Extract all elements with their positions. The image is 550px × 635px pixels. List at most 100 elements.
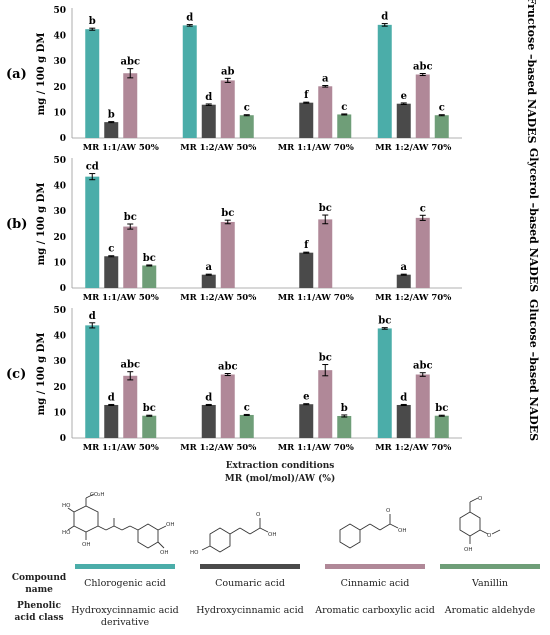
significance-label: c: [244, 402, 250, 413]
category-label: MR 1:2/AW 50%: [180, 293, 256, 303]
chart-panel-1: (a) mg / 100 g DM 0 10 20 30 40 50 Fructose –bas…: [6, 0, 538, 153]
significance-label: e: [303, 392, 309, 403]
svg-text:OH: OH: [166, 522, 174, 528]
cinnamic-swatch: [325, 564, 425, 569]
svg-text:OH: OH: [464, 547, 472, 553]
phenolic-class-chlorogenic: Hydroxycinnamic acid derivative: [71, 605, 179, 628]
y-tick-label: 20: [53, 83, 66, 93]
bar: [220, 374, 235, 438]
bar: [434, 415, 449, 438]
chart-panel-3: (c) mg / 100 g DM 0 10 20 30 40 50 Glucose –base…: [6, 299, 540, 453]
bar: [318, 370, 333, 438]
bar: [396, 404, 411, 438]
significance-label: d: [205, 92, 212, 103]
y-axis-title: mg / 100 g DM: [36, 183, 47, 266]
bar: [239, 115, 254, 138]
y-tick-label: 20: [53, 233, 66, 243]
significance-label: bc: [143, 253, 156, 264]
phenolic-class-row-label: Phenolic acid class: [14, 601, 64, 623]
significance-label: a: [206, 262, 213, 273]
category-label: MR 1:1/AW 50%: [83, 443, 159, 453]
bar: [104, 122, 119, 138]
bar: [104, 404, 119, 438]
bar: [299, 252, 314, 288]
compound-name-chlorogenic: Chlorogenic acid: [84, 578, 166, 589]
significance-label: b: [341, 403, 348, 414]
coumaric-swatch: [200, 564, 300, 569]
significance-label: bc: [319, 203, 332, 214]
y-tick-label: 50: [53, 6, 66, 16]
bar: [415, 74, 430, 138]
bar: [434, 115, 449, 138]
y-tick-label: 10: [53, 258, 66, 268]
significance-label: a: [322, 74, 329, 85]
significance-label: bc: [378, 316, 391, 327]
category-label: MR 1:1/AW 70%: [278, 443, 354, 453]
y-tick-label: 50: [53, 306, 66, 316]
category-label: MR 1:1/AW 50%: [83, 143, 159, 153]
y-tick-label: 0: [60, 434, 66, 444]
significance-label: abc: [120, 360, 140, 371]
bar: [220, 221, 235, 288]
chlorogenic-swatch: [75, 564, 175, 569]
bar: [201, 274, 216, 288]
panel-label: (b): [6, 217, 27, 232]
svg-text:OH: OH: [268, 532, 276, 538]
side-title: Glycerol –based NADES: [527, 148, 540, 292]
bar: [377, 328, 392, 438]
bar: [377, 24, 392, 138]
category-label: MR 1:2/AW 70%: [375, 143, 451, 153]
panel-label: (a): [6, 67, 27, 82]
bar: [142, 415, 157, 438]
significance-label: f: [304, 90, 309, 101]
y-tick-label: 30: [53, 357, 66, 367]
bar: [396, 274, 411, 288]
category-label: MR 1:2/AW 50%: [180, 143, 256, 153]
significance-label: d: [186, 13, 193, 24]
bar: [85, 325, 100, 438]
significance-label: c: [341, 102, 347, 113]
significance-label: cd: [86, 162, 99, 173]
significance-label: d: [205, 392, 212, 403]
significance-label: bc: [435, 403, 448, 414]
significance-label: d: [108, 392, 115, 403]
svg-text:OH: OH: [398, 528, 406, 534]
y-axis-title: mg / 100 g DM: [36, 333, 47, 416]
bar: [415, 374, 430, 438]
x-axis-title-line1: Extraction conditions: [225, 461, 335, 471]
bar: [104, 256, 119, 288]
significance-label: abc: [413, 361, 433, 372]
compound-name-row-label: Compound name: [11, 573, 67, 595]
svg-text:O: O: [487, 533, 492, 539]
significance-label: abc: [218, 361, 238, 372]
svg-text:O: O: [256, 512, 261, 518]
svg-text:OH: OH: [160, 550, 168, 556]
bar: [337, 415, 352, 438]
significance-label: bc: [221, 208, 234, 219]
svg-text:OH: OH: [82, 542, 90, 548]
x-axis-title-line2: MR (mol/mol)/AW (%): [224, 474, 336, 484]
panel-label: (c): [6, 367, 26, 382]
category-label: MR 1:1/AW 70%: [278, 293, 354, 303]
svg-text:HO: HO: [62, 503, 71, 509]
significance-label: b: [108, 110, 115, 121]
significance-label: abc: [413, 61, 433, 72]
category-label: MR 1:2/AW 70%: [375, 443, 451, 453]
phenolic-class-coumaric: Hydroxycinnamic acid: [196, 605, 304, 616]
bar: [239, 414, 254, 438]
side-title: Fructose –based NADES: [525, 0, 538, 144]
svg-text:O: O: [386, 508, 391, 514]
svg-text:HO: HO: [62, 530, 71, 536]
svg-text:HO: HO: [190, 550, 199, 556]
significance-label: a: [401, 262, 408, 273]
y-tick-label: 20: [53, 383, 66, 393]
coumaric-acid-structure: HO O OH: [190, 512, 276, 556]
significance-label: bc: [124, 212, 137, 223]
category-label: MR 1:1/AW 70%: [278, 143, 354, 153]
significance-label: c: [439, 103, 445, 114]
bar: [85, 176, 100, 288]
bar: [123, 375, 138, 438]
significance-label: f: [304, 240, 309, 251]
compound-legend: CO₂H HO HO OH OH OH HO O OH: [0, 490, 550, 635]
chart-panel-2: (b) mg / 100 g DM 0 10 20 30 40 50 Glycerol –bas…: [6, 148, 540, 303]
